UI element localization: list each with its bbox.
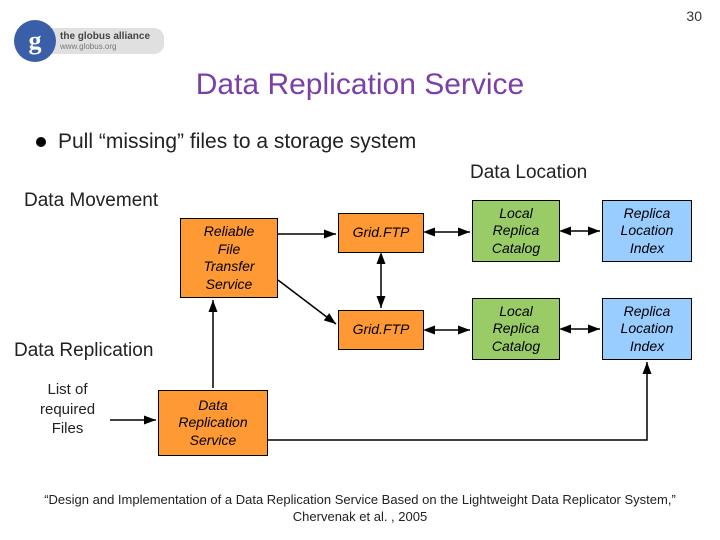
- bullet-dot-icon: [36, 137, 46, 147]
- bullet-row: Pull “missing” files to a storage system: [36, 130, 416, 154]
- bullet-text: Pull “missing” files to a storage system: [58, 130, 416, 154]
- label-data-replication: Data Replication: [14, 340, 153, 362]
- page-number: 30: [686, 8, 702, 24]
- citation: “Design and Implementation of a Data Rep…: [20, 492, 700, 526]
- logo-letter: g: [29, 26, 42, 56]
- logo-line1: the globus alliance: [60, 31, 150, 42]
- slide-title: Data Replication Service: [0, 68, 720, 102]
- box-lrc-1-text: Local Replica Catalog: [492, 205, 540, 258]
- box-lrc-2: Local Replica Catalog: [472, 298, 560, 360]
- box-lrc-2-text: Local Replica Catalog: [492, 303, 540, 356]
- box-drs: Data Replication Service: [158, 390, 268, 456]
- box-gridftp-2-text: Grid.FTP: [353, 321, 410, 339]
- box-rfts: Reliable File Transfer Service: [180, 218, 278, 298]
- box-gridftp-2: Grid.FTP: [338, 310, 424, 350]
- box-rli-1: Replica Location Index: [602, 200, 692, 262]
- box-rfts-text: Reliable File Transfer Service: [203, 223, 254, 293]
- box-lrc-1: Local Replica Catalog: [472, 200, 560, 262]
- box-gridftp-1-text: Grid.FTP: [353, 224, 410, 242]
- label-data-location: Data Location: [470, 162, 587, 184]
- logo-text: the globus alliance www.globus.org: [50, 28, 164, 54]
- box-rli-1-text: Replica Location Index: [621, 205, 674, 258]
- logo: g the globus alliance www.globus.org: [14, 20, 164, 62]
- box-rli-2-text: Replica Location Index: [621, 303, 674, 356]
- box-drs-text: Data Replication Service: [178, 397, 247, 450]
- logo-line2: www.globus.org: [60, 42, 150, 51]
- label-list-required-files: List of required Files: [40, 380, 95, 439]
- box-rli-2: Replica Location Index: [602, 298, 692, 360]
- logo-circle: g: [14, 20, 56, 62]
- label-data-movement: Data Movement: [24, 190, 158, 212]
- box-gridftp-1: Grid.FTP: [338, 213, 424, 253]
